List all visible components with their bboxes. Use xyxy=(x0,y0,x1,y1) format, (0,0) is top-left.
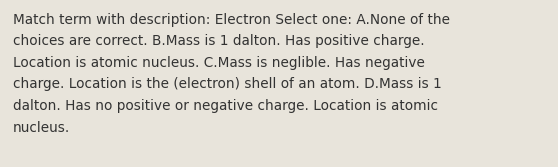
Text: nucleus.: nucleus. xyxy=(13,121,70,134)
Text: Location is atomic nucleus. C.Mass is neglible. Has negative: Location is atomic nucleus. C.Mass is ne… xyxy=(13,56,425,70)
Text: Match term with description: Electron Select one: A.None of the: Match term with description: Electron Se… xyxy=(13,13,450,27)
Text: dalton. Has no positive or negative charge. Location is atomic: dalton. Has no positive or negative char… xyxy=(13,99,438,113)
Text: choices are correct. B.Mass is 1 dalton. Has positive charge.: choices are correct. B.Mass is 1 dalton.… xyxy=(13,35,425,48)
Text: charge. Location is the (electron) shell of an atom. D.Mass is 1: charge. Location is the (electron) shell… xyxy=(13,77,442,92)
